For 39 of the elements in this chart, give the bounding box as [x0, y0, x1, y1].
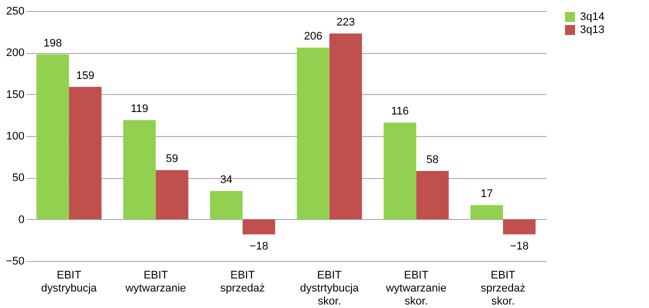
bar	[470, 205, 504, 220]
x-tick-label: EBIT sprzedaż skor.	[480, 270, 526, 308]
y-tick-label: 200	[6, 47, 24, 60]
legend-label: 3q13	[580, 24, 604, 36]
y-tick-label: 250	[6, 6, 24, 18]
bar	[503, 219, 536, 234]
data-label: −18	[510, 240, 529, 252]
y-tick-label: 100	[6, 130, 24, 142]
data-label: 58	[426, 154, 439, 166]
bar	[36, 54, 69, 220]
data-label: 198	[44, 37, 62, 50]
data-label: 116	[391, 106, 409, 118]
bar	[416, 171, 449, 220]
data-label: 159	[76, 70, 94, 82]
bar	[210, 191, 243, 220]
data-label: 223	[336, 16, 355, 28]
data-label: −18	[250, 240, 268, 252]
data-label: 17	[480, 188, 493, 200]
bar	[123, 120, 156, 220]
data-label: 59	[166, 153, 178, 166]
y-tick-label: 0	[18, 214, 24, 226]
x-tick-label: EBIT dystrybucja	[41, 270, 98, 294]
bar	[156, 170, 188, 220]
bar	[242, 219, 276, 234]
x-tick-label: EBIT wytwarzanie skor.	[384, 270, 446, 308]
legend-label: 3q14	[580, 11, 604, 23]
data-label: 34	[220, 174, 232, 186]
bar	[329, 34, 362, 220]
x-tick-label: EBIT dystrtybucja skor.	[300, 270, 360, 308]
y-tick-label: 150	[6, 88, 24, 101]
bar	[384, 122, 416, 220]
x-tick-label: EBIT wytwarzanie	[124, 270, 186, 294]
y-tick-label: −50	[6, 256, 24, 268]
x-tick-label: EBIT sprzedaż	[220, 270, 265, 294]
y-tick-label: 50	[12, 172, 24, 184]
data-label: 206	[304, 30, 322, 43]
data-label: 119	[130, 103, 148, 116]
bar	[296, 48, 330, 220]
bar	[68, 86, 102, 220]
